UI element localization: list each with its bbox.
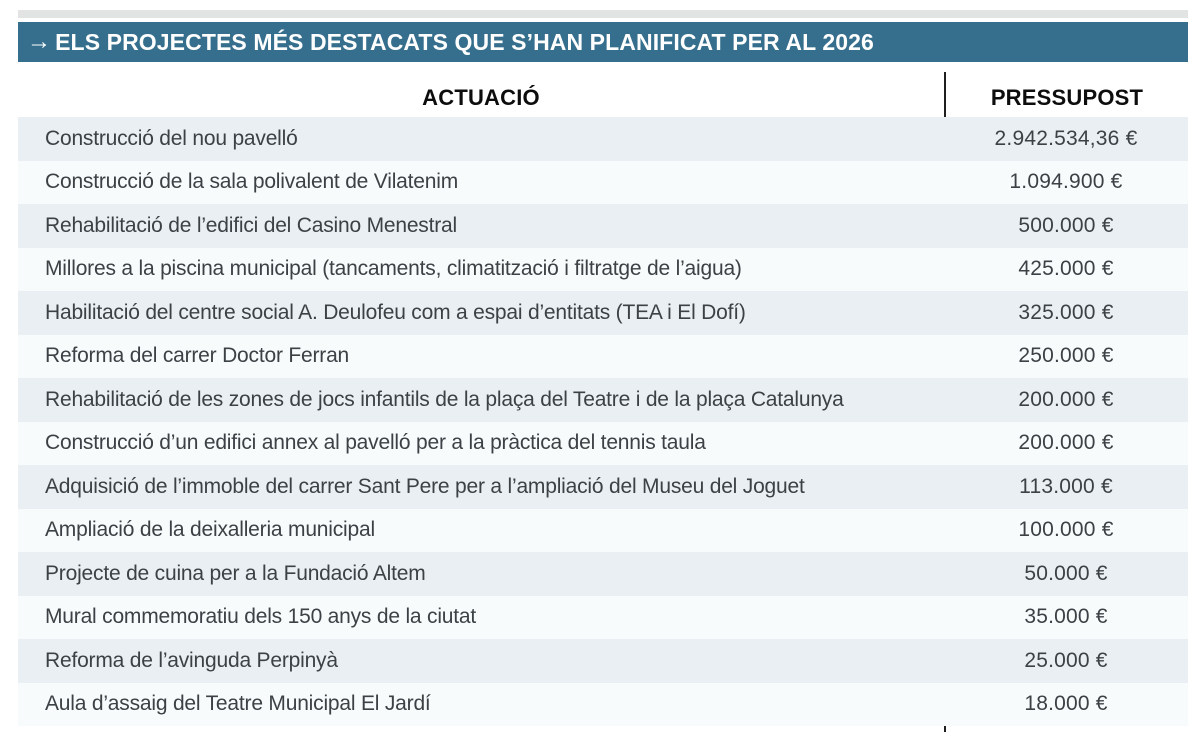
arrow-icon: → [27, 28, 52, 55]
table-row: Reforma del carrer Doctor Ferran 250.000… [18, 334, 1188, 378]
table-row: Adquisició de l’immoble del carrer Sant … [18, 465, 1188, 509]
table-row: Rehabilitació de l’edifici del Casino Me… [18, 204, 1188, 248]
table-row: Construcció d’un edifici annex al pavell… [18, 421, 1188, 465]
project-name-cell: Construcció de la sala polivalent de Vil… [45, 170, 458, 194]
project-budget-cell: 425.000 € [1018, 257, 1114, 281]
table-row: Aula d’assaig del Teatre Municipal El Ja… [18, 682, 1188, 726]
project-budget-cell: 35.000 € [1024, 605, 1108, 629]
column-header-pressupost: PRESSUPOST [990, 85, 1144, 110]
project-name-cell: Construcció d’un edifici annex al pavell… [45, 431, 706, 455]
project-name-cell: Aula d’assaig del Teatre Municipal El Ja… [45, 692, 431, 716]
project-budget-cell: 250.000 € [1018, 344, 1114, 368]
project-budget-cell: 50.000 € [1024, 561, 1108, 585]
project-budget-cell: 1.094.900 € [1009, 170, 1123, 194]
project-budget-cell: 325.000 € [1018, 300, 1114, 324]
table-row: Millores a la piscina municipal (tancame… [18, 247, 1188, 291]
project-budget-cell: 25.000 € [1024, 648, 1108, 672]
project-name-cell: Rehabilitació de l’edifici del Casino Me… [45, 213, 457, 237]
table-row: Reforma de l’avinguda Perpinyà 25.000 € [18, 639, 1188, 683]
table-row: Habilitació del centre social A. Deulofe… [18, 291, 1188, 335]
table-row: Ampliació de la deixalleria municipal 10… [18, 508, 1188, 552]
table-row: Construcció de la sala polivalent de Vil… [18, 160, 1188, 204]
project-name-cell: Ampliació de la deixalleria municipal [45, 518, 375, 542]
project-budget-cell: 18.000 € [1024, 692, 1108, 716]
column-header-actuacio: ACTUACIÓ [422, 85, 540, 110]
table-row: Rehabilitació de les zones de jocs infan… [18, 378, 1188, 422]
project-name-cell: Reforma del carrer Doctor Ferran [45, 344, 350, 368]
project-budget-cell: 113.000 € [1019, 474, 1113, 498]
project-name-cell: Reforma de l’avinguda Perpinyà [45, 648, 338, 672]
project-name-cell: Adquisició de l’immoble del carrer Sant … [45, 474, 805, 498]
project-budget-cell: 500.000 € [1018, 213, 1114, 237]
table-row: Projecte de cuina per a la Fundació Alte… [18, 552, 1188, 596]
title-bar: → ELS PROJECTES MÉS DESTACATS QUE S’HAN … [18, 22, 1188, 62]
project-name-cell: Construcció del nou pavelló [45, 126, 298, 150]
project-budget-cell: 200.000 € [1018, 431, 1114, 455]
project-budget-cell: 100.000 € [1018, 518, 1114, 542]
project-budget-cell: 2.942.534,36 € [994, 126, 1138, 150]
project-name-cell: Rehabilitació de les zones de jocs infan… [45, 387, 844, 411]
table-row: Construcció del nou pavelló 2.942.534,36… [18, 117, 1188, 161]
table-row: Mural commemoratiu dels 150 anys de la c… [18, 595, 1188, 639]
project-name-cell: Millores a la piscina municipal (tancame… [45, 257, 742, 281]
table-body: Construcció del nou pavelló 2.942.534,36… [18, 117, 1188, 726]
project-name-cell: Habilitació del centre social A. Deulofe… [45, 300, 746, 324]
project-budget-cell: 200.000 € [1018, 387, 1114, 411]
top-divider-strip [18, 10, 1188, 18]
project-name-cell: Mural commemoratiu dels 150 anys de la c… [45, 605, 477, 629]
project-name-cell: Projecte de cuina per a la Fundació Alte… [45, 561, 426, 585]
page-title: ELS PROJECTES MÉS DESTACATS QUE S’HAN PL… [55, 28, 874, 55]
